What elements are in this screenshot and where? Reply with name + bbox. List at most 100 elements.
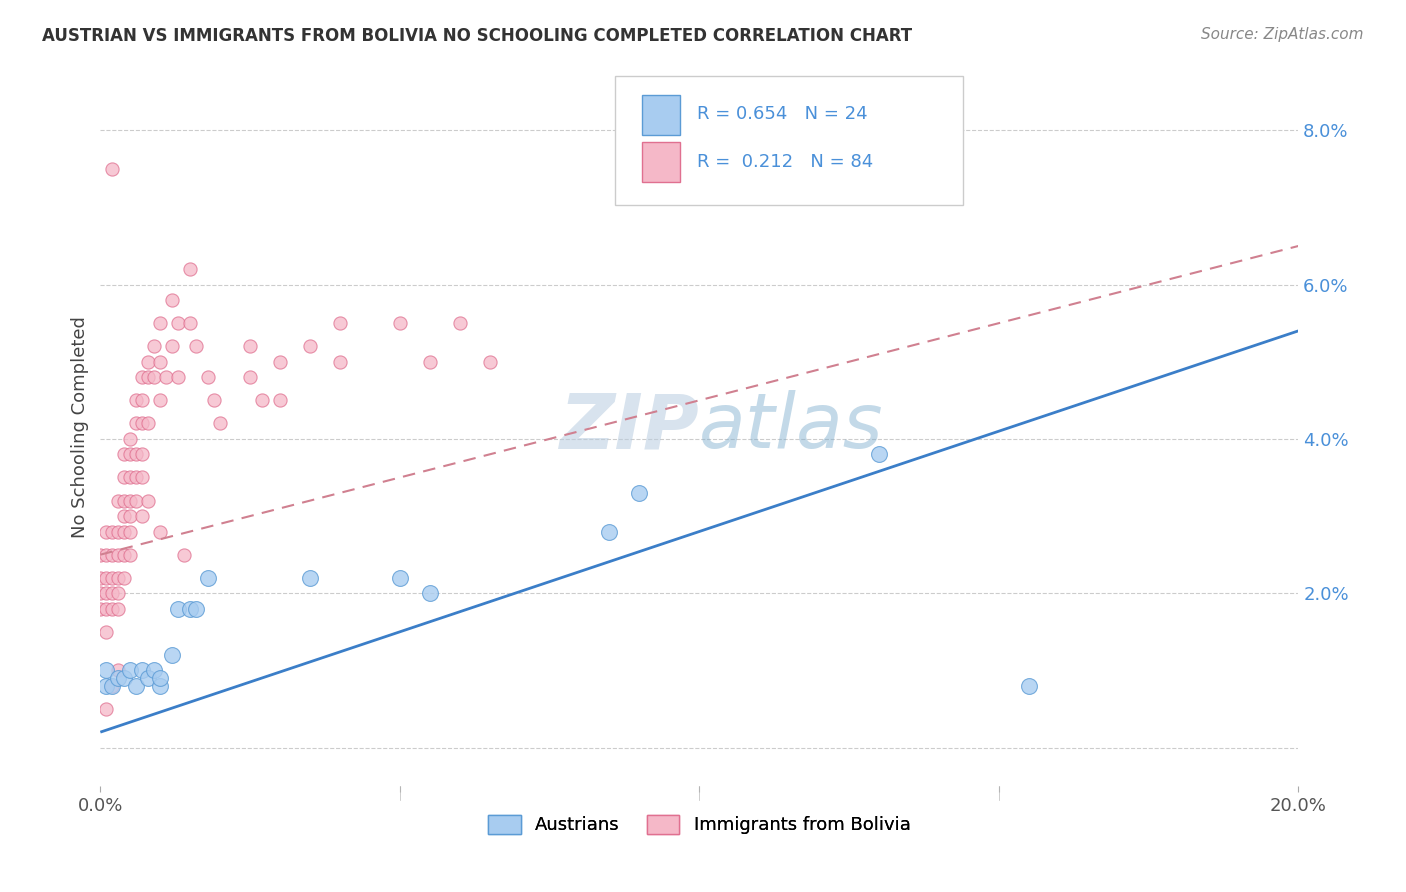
Legend: Austrians, Immigrants from Bolivia: Austrians, Immigrants from Bolivia <box>481 808 918 842</box>
Point <box>89 571 111 585</box>
Point <box>112 548 135 562</box>
Point <box>143 339 166 353</box>
Point <box>125 447 148 461</box>
Point <box>167 370 190 384</box>
Point <box>107 548 129 562</box>
Point <box>149 524 172 539</box>
Point <box>136 355 159 369</box>
Y-axis label: No Schooling Completed: No Schooling Completed <box>72 317 89 538</box>
Point <box>149 393 172 408</box>
Point <box>131 664 153 678</box>
Point <box>250 393 273 408</box>
Text: atlas: atlas <box>699 391 884 465</box>
Point <box>125 393 148 408</box>
Point <box>112 671 135 685</box>
Point <box>101 586 124 600</box>
Point <box>160 648 183 662</box>
Point <box>120 432 142 446</box>
Point <box>101 571 124 585</box>
Point <box>96 624 118 639</box>
Point <box>179 262 201 277</box>
Point <box>868 447 890 461</box>
Point <box>101 548 124 562</box>
Point <box>149 671 172 685</box>
FancyBboxPatch shape <box>643 95 681 135</box>
Point <box>298 571 321 585</box>
Point <box>96 524 118 539</box>
Point <box>155 370 177 384</box>
Point <box>598 524 620 539</box>
Text: R =  0.212   N = 84: R = 0.212 N = 84 <box>697 153 873 170</box>
Point <box>478 355 501 369</box>
Point <box>96 679 118 693</box>
Point <box>96 571 118 585</box>
Point <box>197 571 219 585</box>
Point <box>125 417 148 431</box>
Point <box>298 339 321 353</box>
Point <box>136 671 159 685</box>
Point <box>149 355 172 369</box>
Point <box>107 586 129 600</box>
Point <box>101 161 124 176</box>
Point <box>107 664 129 678</box>
Point <box>112 493 135 508</box>
Point <box>269 355 291 369</box>
Point <box>120 493 142 508</box>
Point <box>101 679 124 693</box>
Point <box>96 586 118 600</box>
Point <box>131 447 153 461</box>
Point <box>149 679 172 693</box>
Point <box>131 470 153 484</box>
Point <box>107 493 129 508</box>
Point <box>131 509 153 524</box>
Point <box>120 524 142 539</box>
Point <box>101 601 124 615</box>
Point <box>112 571 135 585</box>
Point <box>96 601 118 615</box>
Point <box>136 370 159 384</box>
Point <box>112 470 135 484</box>
Point <box>186 601 208 615</box>
Point <box>149 316 172 330</box>
Point <box>112 447 135 461</box>
Point <box>143 370 166 384</box>
Text: AUSTRIAN VS IMMIGRANTS FROM BOLIVIA NO SCHOOLING COMPLETED CORRELATION CHART: AUSTRIAN VS IMMIGRANTS FROM BOLIVIA NO S… <box>42 27 912 45</box>
Point <box>167 316 190 330</box>
Point <box>197 370 219 384</box>
Point <box>96 548 118 562</box>
Point <box>388 571 411 585</box>
Point <box>89 586 111 600</box>
Point <box>131 417 153 431</box>
Point <box>120 447 142 461</box>
Point <box>125 470 148 484</box>
Point <box>202 393 225 408</box>
Point <box>101 679 124 693</box>
Point <box>131 393 153 408</box>
Point <box>239 370 262 384</box>
Point <box>1018 679 1040 693</box>
Point <box>107 601 129 615</box>
Point <box>179 316 201 330</box>
Point <box>628 486 651 500</box>
Point <box>101 524 124 539</box>
Point <box>167 601 190 615</box>
Point <box>388 316 411 330</box>
Point <box>143 664 166 678</box>
Point <box>209 417 232 431</box>
Point <box>120 509 142 524</box>
Point <box>160 293 183 307</box>
Text: ZIP: ZIP <box>560 391 699 465</box>
Point <box>136 417 159 431</box>
Point <box>136 493 159 508</box>
Point <box>89 601 111 615</box>
Point <box>107 671 129 685</box>
Point <box>239 339 262 353</box>
Point <box>96 702 118 716</box>
Point <box>96 664 118 678</box>
Point <box>329 316 352 330</box>
Point <box>186 339 208 353</box>
Point <box>120 470 142 484</box>
Point <box>269 393 291 408</box>
Point <box>89 548 111 562</box>
Point <box>125 493 148 508</box>
